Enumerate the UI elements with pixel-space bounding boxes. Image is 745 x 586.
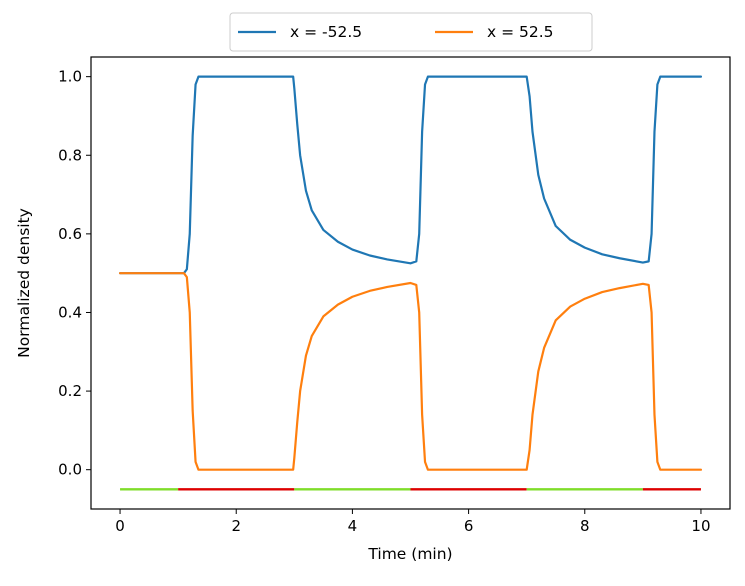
y-tick-label: 0.4: [58, 303, 82, 321]
series-line-1: [118, 75, 703, 275]
x-tick-label: 4: [348, 517, 358, 535]
legend-box: [229, 12, 593, 52]
y-tick-label: 0.2: [58, 382, 82, 400]
legend-label: x = -52.5: [290, 23, 362, 41]
legend: x = -52.5 x = 52.5: [229, 12, 593, 52]
series-line-2: [118, 272, 703, 471]
x-axis: 0 2 4 6 8 10: [115, 509, 711, 535]
series-layer: [118, 75, 703, 471]
x-tick-label: 2: [231, 517, 241, 535]
y-tick-label: 0.6: [58, 225, 82, 243]
legend-label: x = 52.5: [487, 23, 554, 41]
axes-frame: [90, 56, 731, 510]
y-tick-label: 0.0: [58, 461, 82, 479]
y-tick-label: 0.8: [58, 146, 82, 164]
y-tick-label: 1.0: [58, 68, 82, 86]
x-tick-label: 0: [115, 517, 125, 535]
y-axis-label: Normalized density: [15, 208, 33, 358]
x-tick-label: 8: [580, 517, 590, 535]
x-axis-label: Time (min): [367, 545, 452, 563]
y-axis: 0.0 0.2 0.4 0.6 0.8 1.0: [58, 68, 91, 479]
x-tick-label: 10: [691, 517, 710, 535]
x-tick-label: 6: [464, 517, 474, 535]
